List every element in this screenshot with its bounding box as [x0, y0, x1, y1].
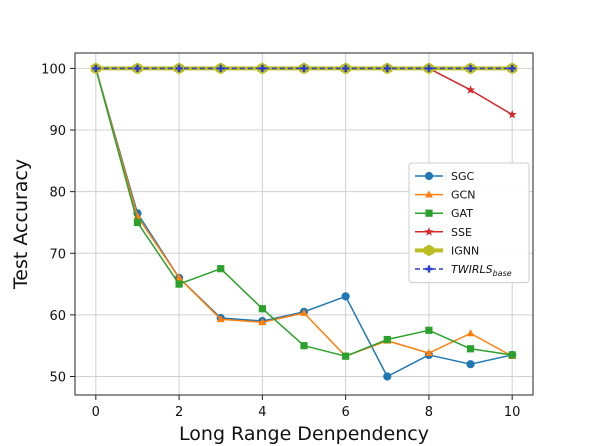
- legend-label-main: TWIRLS: [451, 263, 493, 276]
- series-layer: [90, 62, 518, 381]
- legend-label-ignn: IGNN: [451, 244, 479, 257]
- data-point-twirlsbase: [383, 64, 391, 73]
- data-point-gcn: [424, 348, 433, 356]
- data-point-twirlsbase: [342, 64, 350, 73]
- legend-label-twirlsbase: TWIRLSbase: [451, 263, 512, 278]
- y-tick-label: 90: [49, 124, 66, 139]
- data-point-twirlsbase: [217, 64, 225, 73]
- data-point-twirlsbase: [300, 64, 308, 73]
- series-gat: [92, 64, 516, 360]
- legend-label-main: GAT: [451, 207, 473, 220]
- data-point-gcn: [300, 308, 308, 316]
- legend-label-sgc: SGC: [451, 170, 475, 183]
- data-point-gat: [133, 218, 142, 227]
- y-tick-label: 80: [49, 186, 66, 201]
- legend-label-sse: SSE: [451, 226, 472, 239]
- legend-label-main: SSE: [451, 226, 472, 239]
- data-point-gcn: [216, 315, 225, 323]
- y-axis-label: Test Accuracy: [10, 159, 32, 290]
- data-point-twirlsbase: [258, 64, 266, 73]
- series-line-sse: [95, 67, 513, 116]
- data-point-sgc: [383, 372, 392, 381]
- legend: SGC GCN GAT SSE IGNN TWIRLSbase: [408, 162, 530, 284]
- legend-label-main: SGC: [451, 170, 475, 183]
- x-tick-label: 0: [92, 405, 100, 420]
- data-point-sgc: [341, 292, 350, 301]
- data-point-gat: [217, 265, 225, 273]
- axis-ticks: 0 2 4 6 8 10 50 60 70 80 90 100: [41, 62, 520, 420]
- data-point-twirlsbase: [508, 64, 516, 73]
- series-twirlsbase: [92, 64, 516, 73]
- data-point-twirlsbase: [92, 64, 100, 73]
- data-point-gat: [300, 342, 308, 350]
- x-tick-label: 4: [258, 405, 266, 420]
- y-tick-label: 100: [41, 62, 66, 77]
- y-tick-label: 60: [49, 309, 66, 324]
- data-point-gcn: [175, 273, 184, 281]
- data-point-gat: [342, 352, 350, 360]
- x-axis-label: Long Range Denpendency: [179, 423, 429, 445]
- data-point-gcn: [258, 318, 267, 326]
- x-tick-label: 8: [425, 405, 433, 420]
- x-tick-label: 6: [341, 405, 349, 420]
- data-point-twirlsbase: [175, 64, 183, 73]
- legend-marker-sse: [424, 227, 434, 236]
- data-point-gcn: [466, 329, 475, 337]
- data-point-gat: [258, 305, 266, 313]
- legend-marker-twirlsbase: [425, 265, 433, 273]
- legend-box: [408, 162, 530, 284]
- data-point-gat: [383, 335, 391, 344]
- data-point-gat: [425, 326, 433, 334]
- legend-label-gat: GAT: [451, 207, 473, 220]
- data-point-twirlsbase: [466, 64, 475, 73]
- data-point-sse: [507, 109, 517, 119]
- legend-label-main: GCN: [451, 189, 475, 202]
- plot-area-frame: [74, 52, 534, 396]
- y-tick-label: 50: [49, 371, 66, 386]
- data-point-sse: [466, 85, 475, 94]
- x-tick-label: 2: [175, 405, 183, 420]
- data-point-gat: [466, 345, 475, 353]
- y-tick-label: 70: [49, 247, 66, 262]
- data-point-gat: [508, 351, 516, 359]
- data-point-sgc: [466, 360, 475, 369]
- legend-marker-ignn: [423, 244, 435, 257]
- data-point-twirlsbase: [133, 64, 142, 73]
- legend-marker-gat: [425, 209, 433, 217]
- legend-marker-gcn: [425, 190, 433, 198]
- legend-label-subscript: base: [493, 269, 512, 278]
- data-point-twirlsbase: [425, 64, 433, 73]
- data-point-gat: [175, 280, 183, 288]
- x-tick-label: 10: [504, 405, 521, 420]
- legend-label-gcn: GCN: [451, 189, 475, 202]
- legend-marker-sgc: [424, 171, 434, 181]
- legend-label-main: IGNN: [451, 244, 479, 257]
